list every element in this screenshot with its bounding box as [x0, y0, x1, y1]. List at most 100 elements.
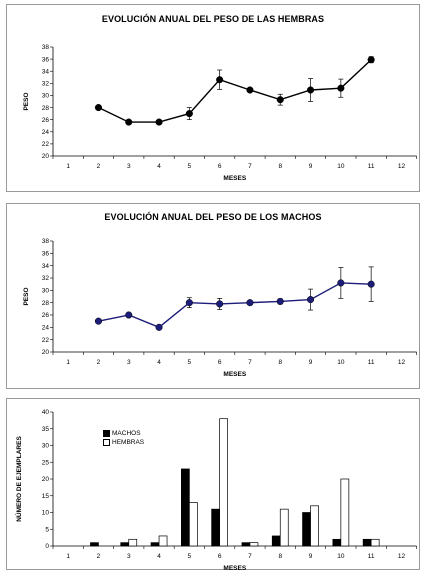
y-tick-label: 40: [42, 409, 50, 416]
y-tick-label: 36: [42, 56, 50, 63]
y-tick-label: 22: [42, 337, 50, 344]
legend: MACHOS HEMBRAS: [103, 429, 144, 447]
data-point: [337, 279, 345, 287]
data-point: [185, 110, 193, 118]
bar-machos: [271, 535, 281, 547]
bar-hembras: [340, 478, 350, 547]
x-tick-label: 3: [127, 359, 131, 366]
y-tick-label: 34: [42, 68, 50, 75]
x-tick-label: 6: [218, 359, 222, 366]
bar-machos: [150, 542, 160, 547]
x-tick-label: 6: [218, 553, 222, 560]
bar-machos: [90, 542, 99, 547]
data-point: [94, 317, 102, 325]
y-tick-label: 25: [42, 459, 50, 466]
x-tick-label: 1: [66, 163, 70, 170]
y-tick-label: 30: [42, 443, 50, 450]
x-tick-label: 8: [278, 359, 282, 366]
y-tick-label: 35: [42, 426, 50, 433]
x-tick-label: 1: [66, 553, 70, 560]
legend-item-hembras: HEMBRAS: [103, 438, 144, 447]
bar-hembras: [310, 505, 319, 547]
legend-item-machos: MACHOS: [103, 429, 144, 438]
y-tick-label: 28: [42, 105, 50, 112]
x-tick-label: 5: [188, 553, 192, 560]
data-point: [307, 86, 315, 94]
x-tick-label: 10: [337, 553, 345, 560]
x-tick-label: 11: [368, 359, 375, 366]
data-point: [276, 96, 284, 104]
y-tick-label: 5: [45, 526, 49, 533]
chart-panel-males: EVOLUCIÓN ANUAL DEL PESO DE LOS MACHOS 2…: [6, 203, 420, 389]
bar-hembras: [279, 508, 289, 547]
legend-swatch: [103, 430, 110, 437]
x-tick-label: 8: [278, 163, 282, 170]
data-point: [125, 118, 133, 126]
x-axis-label: MESES: [223, 565, 246, 572]
series-line: [98, 282, 372, 329]
data-point: [185, 299, 193, 307]
x-tick-label: 7: [248, 553, 252, 560]
y-tick-label: 32: [42, 81, 50, 88]
x-tick-label: 5: [188, 359, 192, 366]
y-tick-label: 28: [42, 300, 50, 307]
bar-machos: [211, 508, 220, 547]
data-point: [246, 86, 254, 94]
chart-title: EVOLUCIÓN ANUAL DEL PESO DE LOS MACHOS: [104, 212, 322, 222]
y-axis-label: NÚMERO DE EJEMPLARES: [14, 436, 23, 522]
y-tick-label: 24: [42, 129, 50, 136]
x-tick-label: 1: [66, 359, 70, 366]
bar-machos: [120, 542, 130, 547]
data-point: [216, 300, 224, 308]
y-tick-label: 20: [42, 476, 50, 483]
x-tick-label: 3: [127, 163, 131, 170]
y-tick-label: 30: [42, 288, 50, 295]
x-tick-label: 7: [248, 163, 252, 170]
x-tick-label: 4: [157, 163, 161, 170]
bar-hembras: [370, 538, 380, 547]
y-tick-label: 38: [42, 44, 50, 51]
data-point: [216, 76, 224, 84]
x-tick-label: 8: [278, 553, 282, 560]
x-tick-label: 5: [188, 163, 192, 170]
y-tick-label: 24: [42, 325, 50, 332]
bar-machos: [302, 512, 311, 547]
x-axis-label: MESES: [223, 371, 246, 378]
x-tick-label: 3: [127, 553, 131, 560]
data-point: [246, 299, 254, 307]
x-axis-label: MESES: [223, 175, 246, 182]
legend-swatch: [103, 439, 110, 446]
bar-machos: [181, 468, 190, 547]
bar-machos: [332, 538, 342, 547]
x-tick-label: 10: [337, 163, 345, 170]
y-tick-label: 10: [42, 510, 50, 517]
chart-panel-counts: 0 5 10 15 20 25 30 35 40 1 2 3 4 5 6 7 8 9 10 11 12 MESES NÚME…: [6, 398, 420, 572]
y-tick-label: 32: [42, 275, 50, 282]
data-point: [94, 104, 102, 112]
x-tick-label: 12: [398, 163, 406, 170]
data-point: [367, 56, 375, 64]
x-tick-label: 9: [309, 163, 313, 170]
x-tick-label: 12: [398, 553, 406, 560]
bar-machos: [362, 538, 372, 547]
data-point: [337, 84, 345, 92]
bar-hembras: [249, 542, 259, 547]
y-tick-label: 36: [42, 251, 50, 258]
chart-panel-females: EVOLUCIÓN ANUAL DEL PESO DE LAS HEMBRAS …: [6, 4, 420, 192]
data-point: [155, 323, 163, 331]
x-tick-label: 11: [368, 163, 375, 170]
x-tick-label: 7: [248, 359, 252, 366]
y-tick-label: 15: [42, 493, 50, 500]
y-tick-label: 26: [42, 117, 50, 124]
y-tick-label: 22: [42, 141, 50, 148]
x-tick-label: 2: [97, 553, 101, 560]
bar-hembras: [219, 418, 228, 547]
y-tick-label: 0: [45, 543, 49, 550]
bar-machos: [241, 542, 251, 547]
x-tick-label: 4: [157, 553, 161, 560]
y-tick-label: 38: [42, 238, 50, 245]
y-tick-label: 26: [42, 312, 50, 319]
y-tick-label: 34: [42, 263, 50, 270]
